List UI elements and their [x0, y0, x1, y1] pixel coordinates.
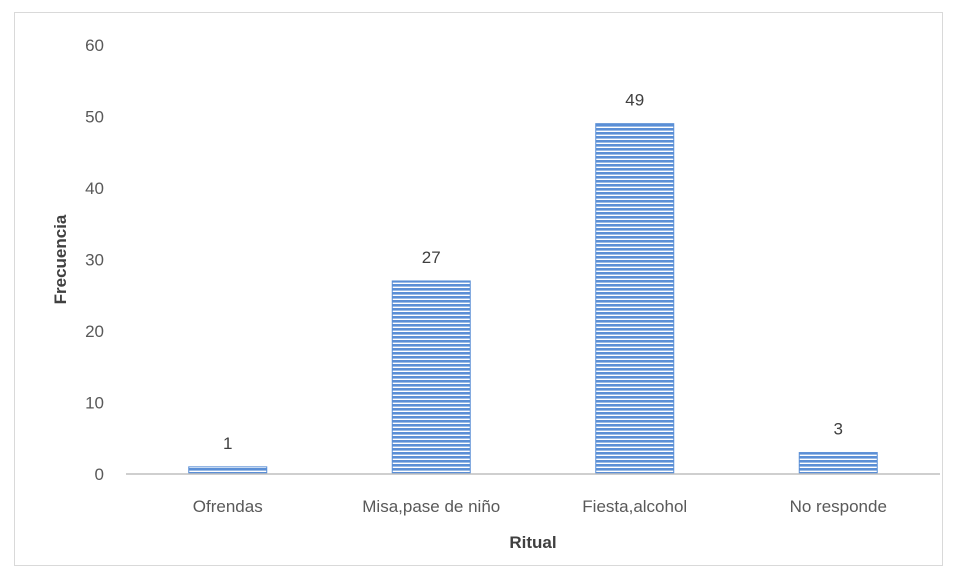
- y-tick-label: 60: [85, 36, 104, 55]
- y-tick-label: 20: [85, 322, 104, 341]
- x-axis-title: Ritual: [509, 533, 556, 552]
- y-tick-label: 30: [85, 251, 104, 270]
- y-tick-label: 40: [85, 179, 104, 198]
- x-tick-label-2: Fiesta,alcohol: [582, 497, 687, 516]
- y-tick-label: 0: [95, 465, 104, 484]
- data-label-3: 3: [834, 420, 843, 439]
- x-axis-ticks: Ofrendas Misa,pase de niño Fiesta,alcohol N…: [193, 497, 887, 516]
- bar-1: [391, 280, 471, 475]
- data-label-0: 1: [223, 434, 232, 453]
- bar-3: [798, 452, 878, 475]
- data-label-2: 49: [625, 91, 644, 110]
- bar-0: [188, 466, 268, 475]
- x-tick-label-3: No responde: [790, 497, 887, 516]
- y-tick-label: 10: [85, 394, 104, 413]
- y-axis-ticks: 0 10 20 30 40 50 60: [85, 36, 104, 484]
- y-tick-label: 50: [85, 108, 104, 127]
- data-labels: 1 27 49 3: [223, 91, 843, 453]
- x-tick-label-0: Ofrendas: [193, 497, 263, 516]
- y-axis-title: Frecuencia: [51, 214, 70, 304]
- bars: [188, 123, 878, 475]
- x-tick-label-1: Misa,pase de niño: [362, 497, 500, 516]
- bar-2: [595, 123, 675, 475]
- data-label-1: 27: [422, 248, 441, 267]
